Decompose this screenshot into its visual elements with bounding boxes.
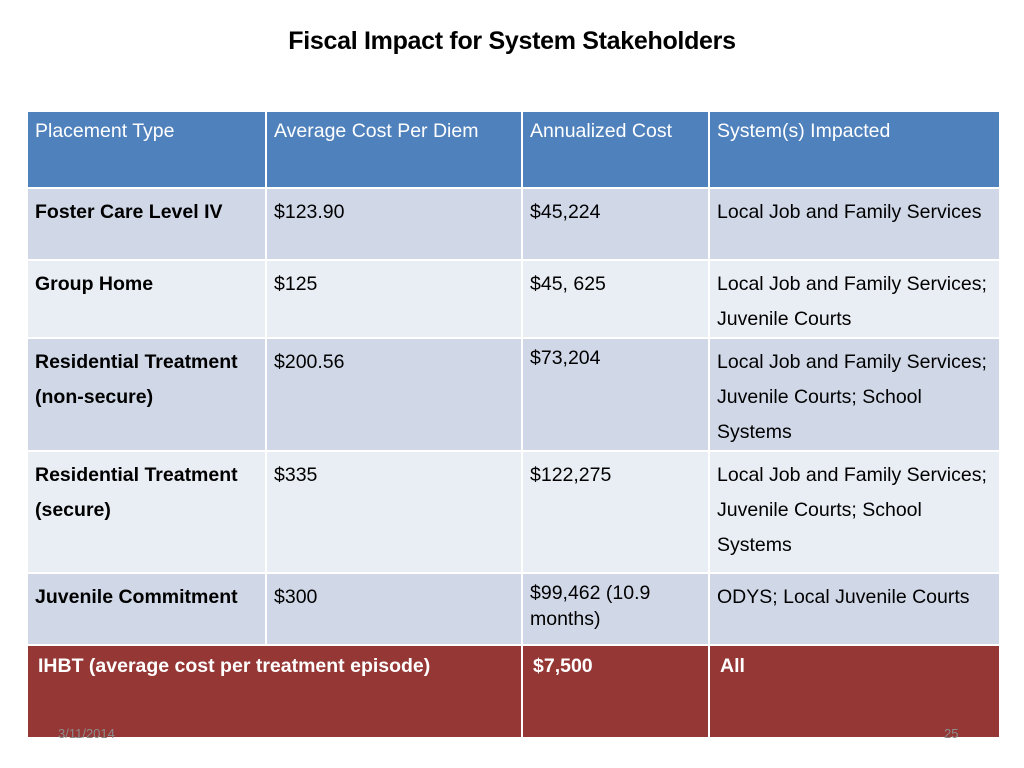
slide-title: Fiscal Impact for System Stakeholders: [288, 27, 736, 55]
footer-page-number: 25: [944, 726, 959, 741]
systems-impacted-cell: Local Job and Family Services; Juvenile …: [708, 337, 1001, 452]
annualized-cost-cell: $45,224: [521, 187, 710, 261]
fiscal-impact-table: Placement Type Average Cost Per Diem Ann…: [26, 110, 1001, 739]
placement-type-cell: Group Home: [26, 259, 267, 339]
header-average-cost-per-diem: Average Cost Per Diem: [265, 110, 523, 189]
systems-impacted-cell: Local Job and Family Services; Juvenile …: [708, 450, 1001, 574]
placement-type-cell: Foster Care Level IV: [26, 187, 267, 261]
table-row: Juvenile Commitment $300 $99,462 (10.9 m…: [26, 572, 1001, 646]
header-annualized-cost: Annualized Cost: [521, 110, 710, 189]
placement-type-cell: Residential Treatment (secure): [26, 450, 267, 574]
cost-per-diem-cell: $300: [265, 572, 523, 646]
ihbt-label-cell: IHBT (average cost per treatment episode…: [26, 644, 523, 739]
header-placement-type: Placement Type: [26, 110, 267, 189]
ihbt-systems-cell: All: [708, 644, 1001, 739]
systems-impacted-cell: ODYS; Local Juvenile Courts: [708, 572, 1001, 646]
table-row: Foster Care Level IV $123.90 $45,224 Loc…: [26, 187, 1001, 261]
table-row: Group Home $125 $45, 625 Local Job and F…: [26, 259, 1001, 339]
placement-type-cell: Residential Treatment (non-secure): [26, 337, 267, 452]
total-row: IHBT (average cost per treatment episode…: [26, 644, 1001, 739]
cost-per-diem-cell: $123.90: [265, 187, 523, 261]
placement-type-cell: Juvenile Commitment: [26, 572, 267, 646]
cost-per-diem-cell: $125: [265, 259, 523, 339]
annualized-cost-cell: $73,204: [521, 337, 710, 452]
systems-impacted-cell: Local Job and Family Services: [708, 187, 1001, 261]
header-systems-impacted: System(s) Impacted: [708, 110, 1001, 189]
footer-date: 3/11/2014: [58, 726, 115, 741]
annualized-cost-cell: $45, 625: [521, 259, 710, 339]
annualized-cost-cell: $122,275: [521, 450, 710, 574]
header-row: Placement Type Average Cost Per Diem Ann…: [26, 110, 1001, 189]
table-row: Residential Treatment (non-secure) $200.…: [26, 337, 1001, 452]
table-row: Residential Treatment (secure) $335 $122…: [26, 450, 1001, 574]
cost-per-diem-cell: $335: [265, 450, 523, 574]
cost-per-diem-cell: $200.56: [265, 337, 523, 452]
ihbt-cost-cell: $7,500: [521, 644, 710, 739]
annualized-cost-cell: $99,462 (10.9 months): [521, 572, 710, 646]
systems-impacted-cell: Local Job and Family Services; Juvenile …: [708, 259, 1001, 339]
